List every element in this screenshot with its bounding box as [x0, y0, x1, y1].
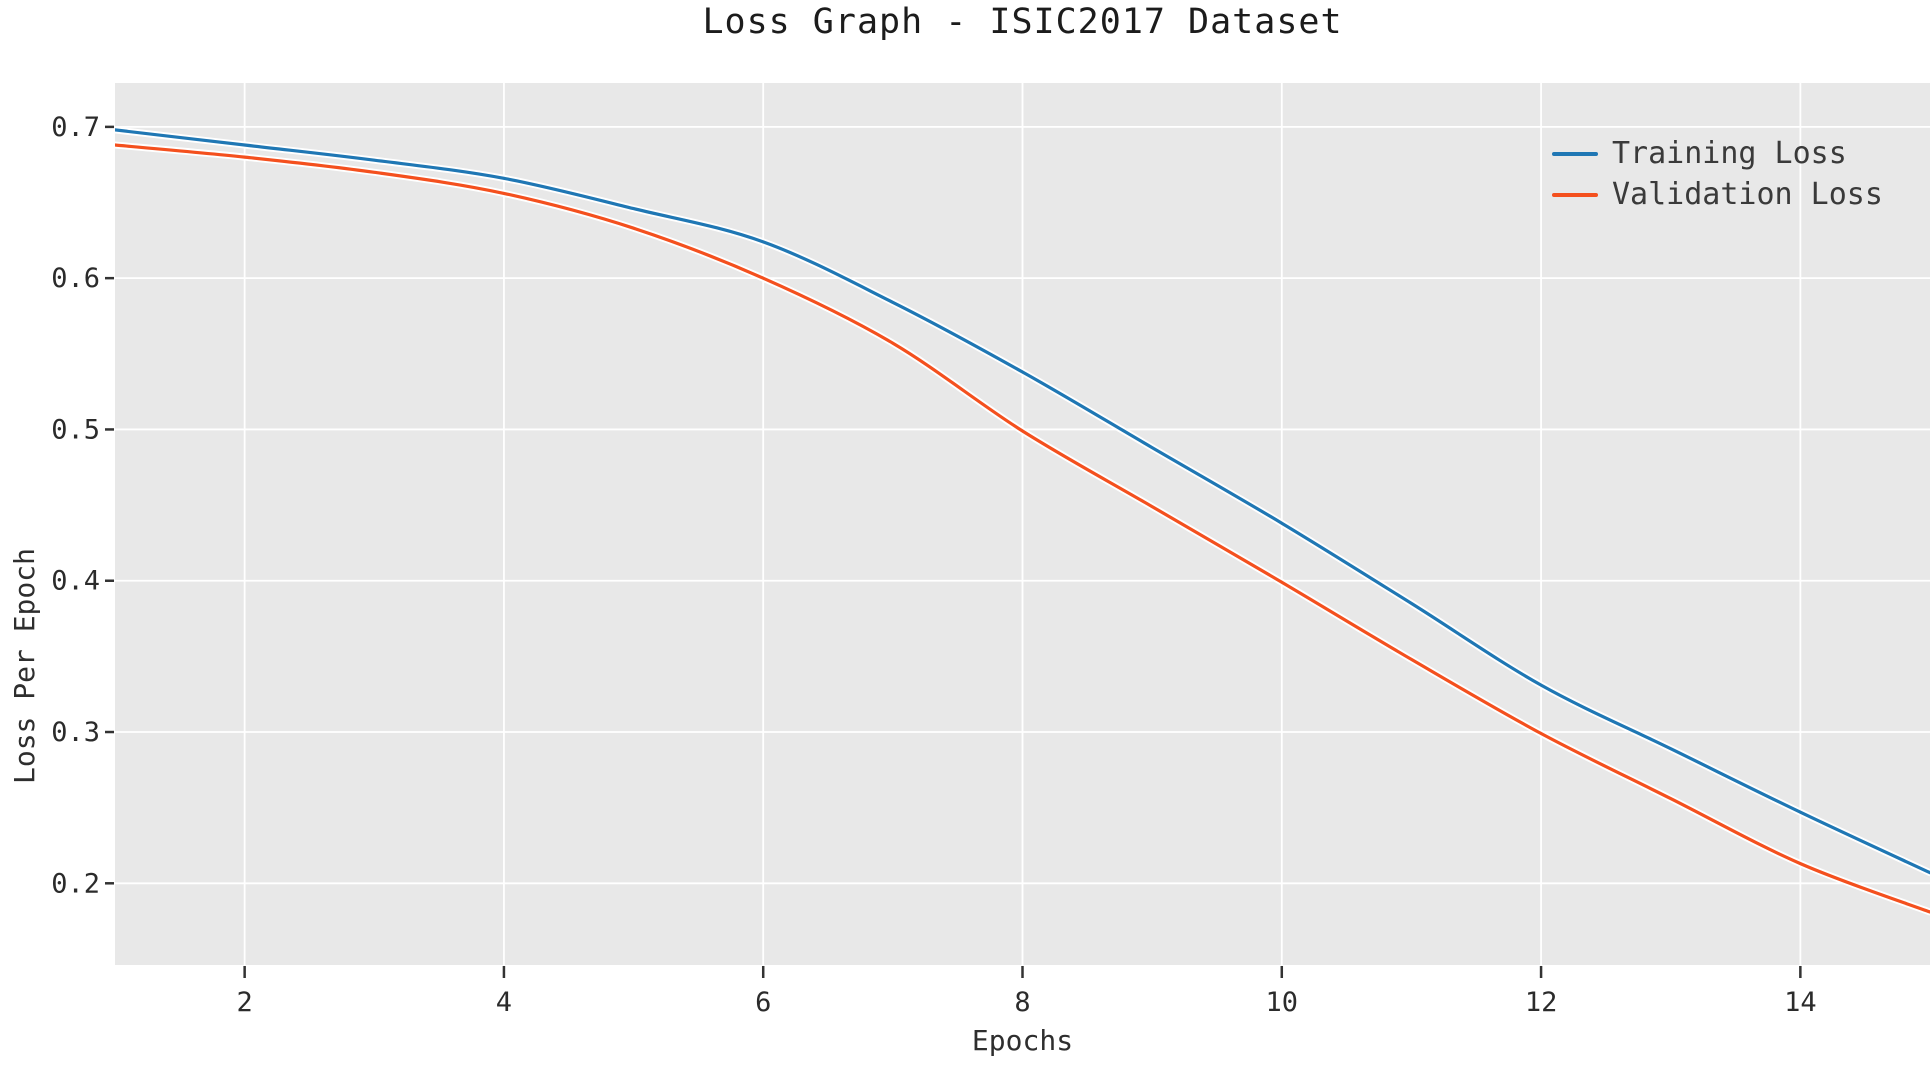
training-loss-line	[115, 128, 1930, 875]
legend-item-training-loss: Training Loss	[1552, 136, 1883, 171]
legend: Training Loss Validation Loss	[1552, 136, 1883, 212]
y-tick-label: 0.4	[51, 566, 100, 597]
x-tick-label: 6	[755, 987, 771, 1018]
x-tick-label: 10	[1266, 987, 1299, 1018]
y-tick-label: 0.2	[51, 868, 100, 899]
y-tick-label: 0.3	[51, 717, 100, 748]
x-axis-label: Epochs	[971, 1024, 1074, 1057]
chart-title: Loss Graph - ISIC2017 Dataset	[702, 2, 1343, 42]
x-tick-label: 4	[496, 987, 512, 1018]
validation-loss-line	[115, 143, 1930, 914]
series-group	[115, 126, 1930, 916]
y-tick-label: 0.5	[51, 414, 100, 445]
legend-label-validation-loss: Validation Loss	[1612, 177, 1883, 212]
legend-item-validation-loss: Validation Loss	[1552, 177, 1883, 212]
x-tick-label: 2	[237, 987, 253, 1018]
legend-label-training-loss: Training Loss	[1612, 136, 1847, 171]
training-loss-line-swatch	[1552, 151, 1598, 156]
y-tick-label: 0.7	[51, 112, 100, 143]
y-tick-label: 0.6	[51, 263, 100, 294]
x-tick-label: 8	[1014, 987, 1030, 1018]
validation-loss-line-swatch	[1552, 192, 1598, 197]
x-tick-label: 12	[1525, 987, 1558, 1018]
x-tick-label: 14	[1784, 987, 1817, 1018]
